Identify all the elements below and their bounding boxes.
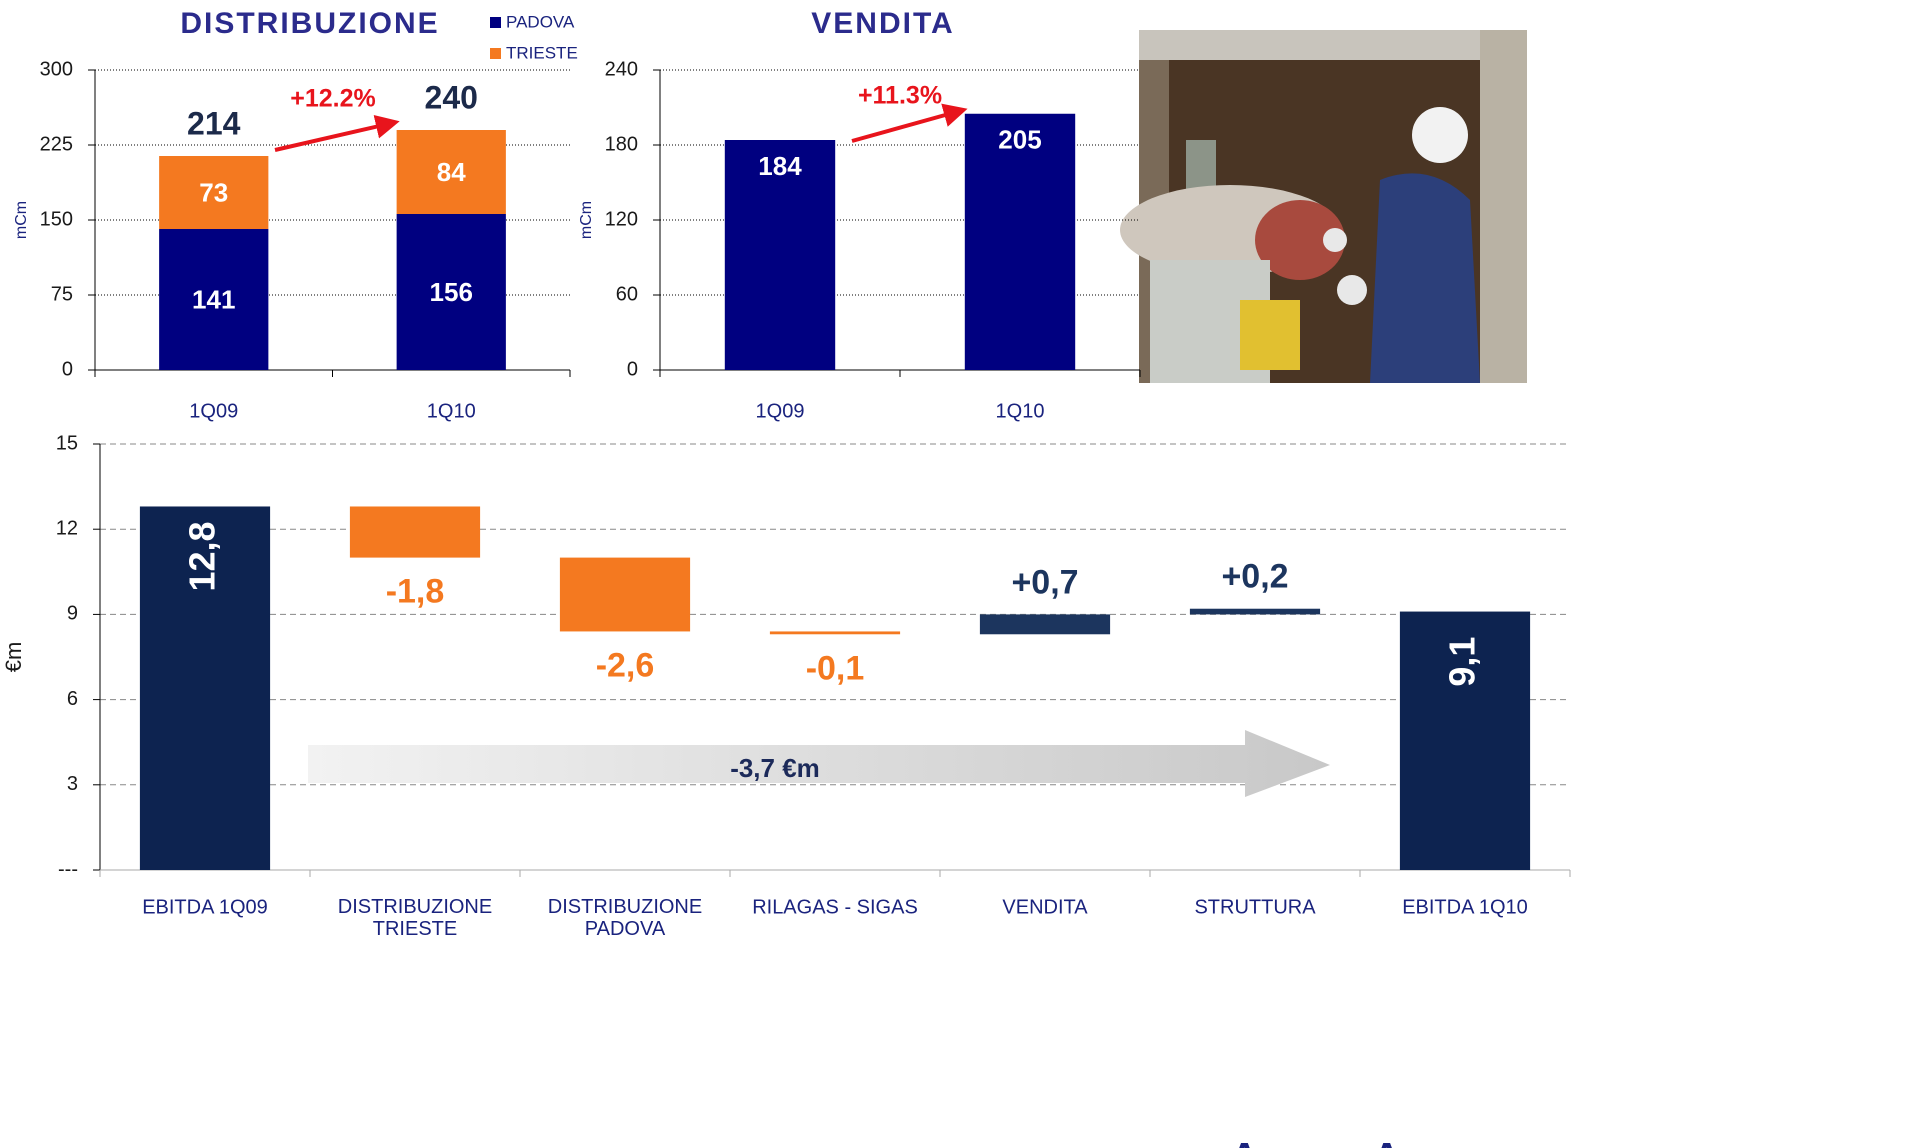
- y-tick-label: 15: [56, 432, 78, 454]
- data-label: 184: [758, 151, 802, 181]
- y-tick-label: 3: [67, 773, 78, 795]
- bar: [560, 558, 690, 632]
- x-tick-label: 1Q09: [756, 400, 805, 422]
- y-tick-label: 0: [62, 358, 73, 380]
- y-tick-label: 9: [67, 603, 78, 625]
- y-tick-label: 240: [605, 58, 638, 80]
- y-axis-label: mCm: [13, 201, 30, 239]
- x-tick-label: 1Q10: [996, 400, 1045, 422]
- data-label: 141: [192, 284, 235, 314]
- data-label: 9,1: [1442, 637, 1483, 687]
- y-tick-label: 0: [627, 358, 638, 380]
- y-tick-label: 6: [67, 688, 78, 710]
- y-tick-label: 75: [51, 283, 73, 305]
- chart-title: DISTRIBUZIONE: [180, 7, 439, 40]
- data-label: 84: [437, 157, 466, 187]
- data-label: +0,2: [1221, 558, 1288, 596]
- total-label: 214: [187, 105, 241, 141]
- x-tick-label: 1Q10: [427, 400, 476, 422]
- y-tick-label: ---: [58, 858, 78, 880]
- growth-arrow: [852, 112, 956, 141]
- chart: VENDITA mCm 0 60 120 180 240 1Q09 1Q10 184 205 +11.…: [578, 7, 1140, 422]
- legend-swatch: [490, 17, 501, 28]
- y-axis-label: €m: [1, 642, 26, 673]
- data-label: 73: [199, 177, 228, 207]
- x-tick-label: RILAGAS - SIGAS: [752, 896, 918, 918]
- y-tick-label: 300: [40, 58, 73, 80]
- bar: [350, 506, 480, 557]
- data-label: 205: [998, 125, 1041, 155]
- growth-arrow: [275, 124, 388, 150]
- y-tick-label: 60: [616, 283, 638, 305]
- data-label: +0,7: [1011, 563, 1078, 601]
- annotation: +11.3%: [858, 82, 942, 110]
- y-axis-label: mCm: [578, 201, 595, 239]
- data-label: -1,8: [386, 573, 445, 611]
- data-label: 156: [430, 277, 473, 307]
- x-tick-label: STRUTTURA: [1194, 896, 1316, 918]
- x-tick-label: EBITDA 1Q09: [142, 896, 268, 918]
- legend-label: PADOVA: [506, 12, 575, 31]
- x-tick-label: VENDITA: [1002, 896, 1088, 918]
- annotation: -3,7 €m: [730, 753, 820, 783]
- data-label: -2,6: [596, 646, 655, 684]
- y-tick-label: 12: [56, 517, 78, 539]
- chart-title: VENDITA: [811, 7, 954, 40]
- y-tick-label: 180: [605, 133, 638, 155]
- legend-swatch: [490, 48, 501, 59]
- total-label: 240: [425, 79, 478, 115]
- bar: [1190, 609, 1320, 615]
- y-tick-label: 225: [40, 133, 73, 155]
- photo: [1120, 30, 1527, 383]
- logo: AcegasAps: [1230, 1136, 1448, 1148]
- dashboard: AcegasAps DISTRIBUZIONEmCm0751502253001Q…: [0, 0, 1907, 1148]
- chart: DISTRIBUZIONE mCm 0 75 150 225 300 1Q09 1Q10 PADO…: [13, 7, 578, 422]
- bar: [770, 631, 900, 634]
- data-label: -0,1: [806, 649, 865, 687]
- y-tick-label: 120: [605, 208, 638, 230]
- legend-label: TRIESTE: [506, 43, 578, 62]
- x-tick-label: 1Q09: [189, 400, 238, 422]
- data-label: 12,8: [182, 521, 223, 591]
- y-tick-label: 150: [40, 208, 73, 230]
- x-tick-label: EBITDA 1Q10: [1402, 896, 1528, 918]
- bar: [980, 614, 1110, 634]
- annotation: +12.2%: [290, 85, 376, 113]
